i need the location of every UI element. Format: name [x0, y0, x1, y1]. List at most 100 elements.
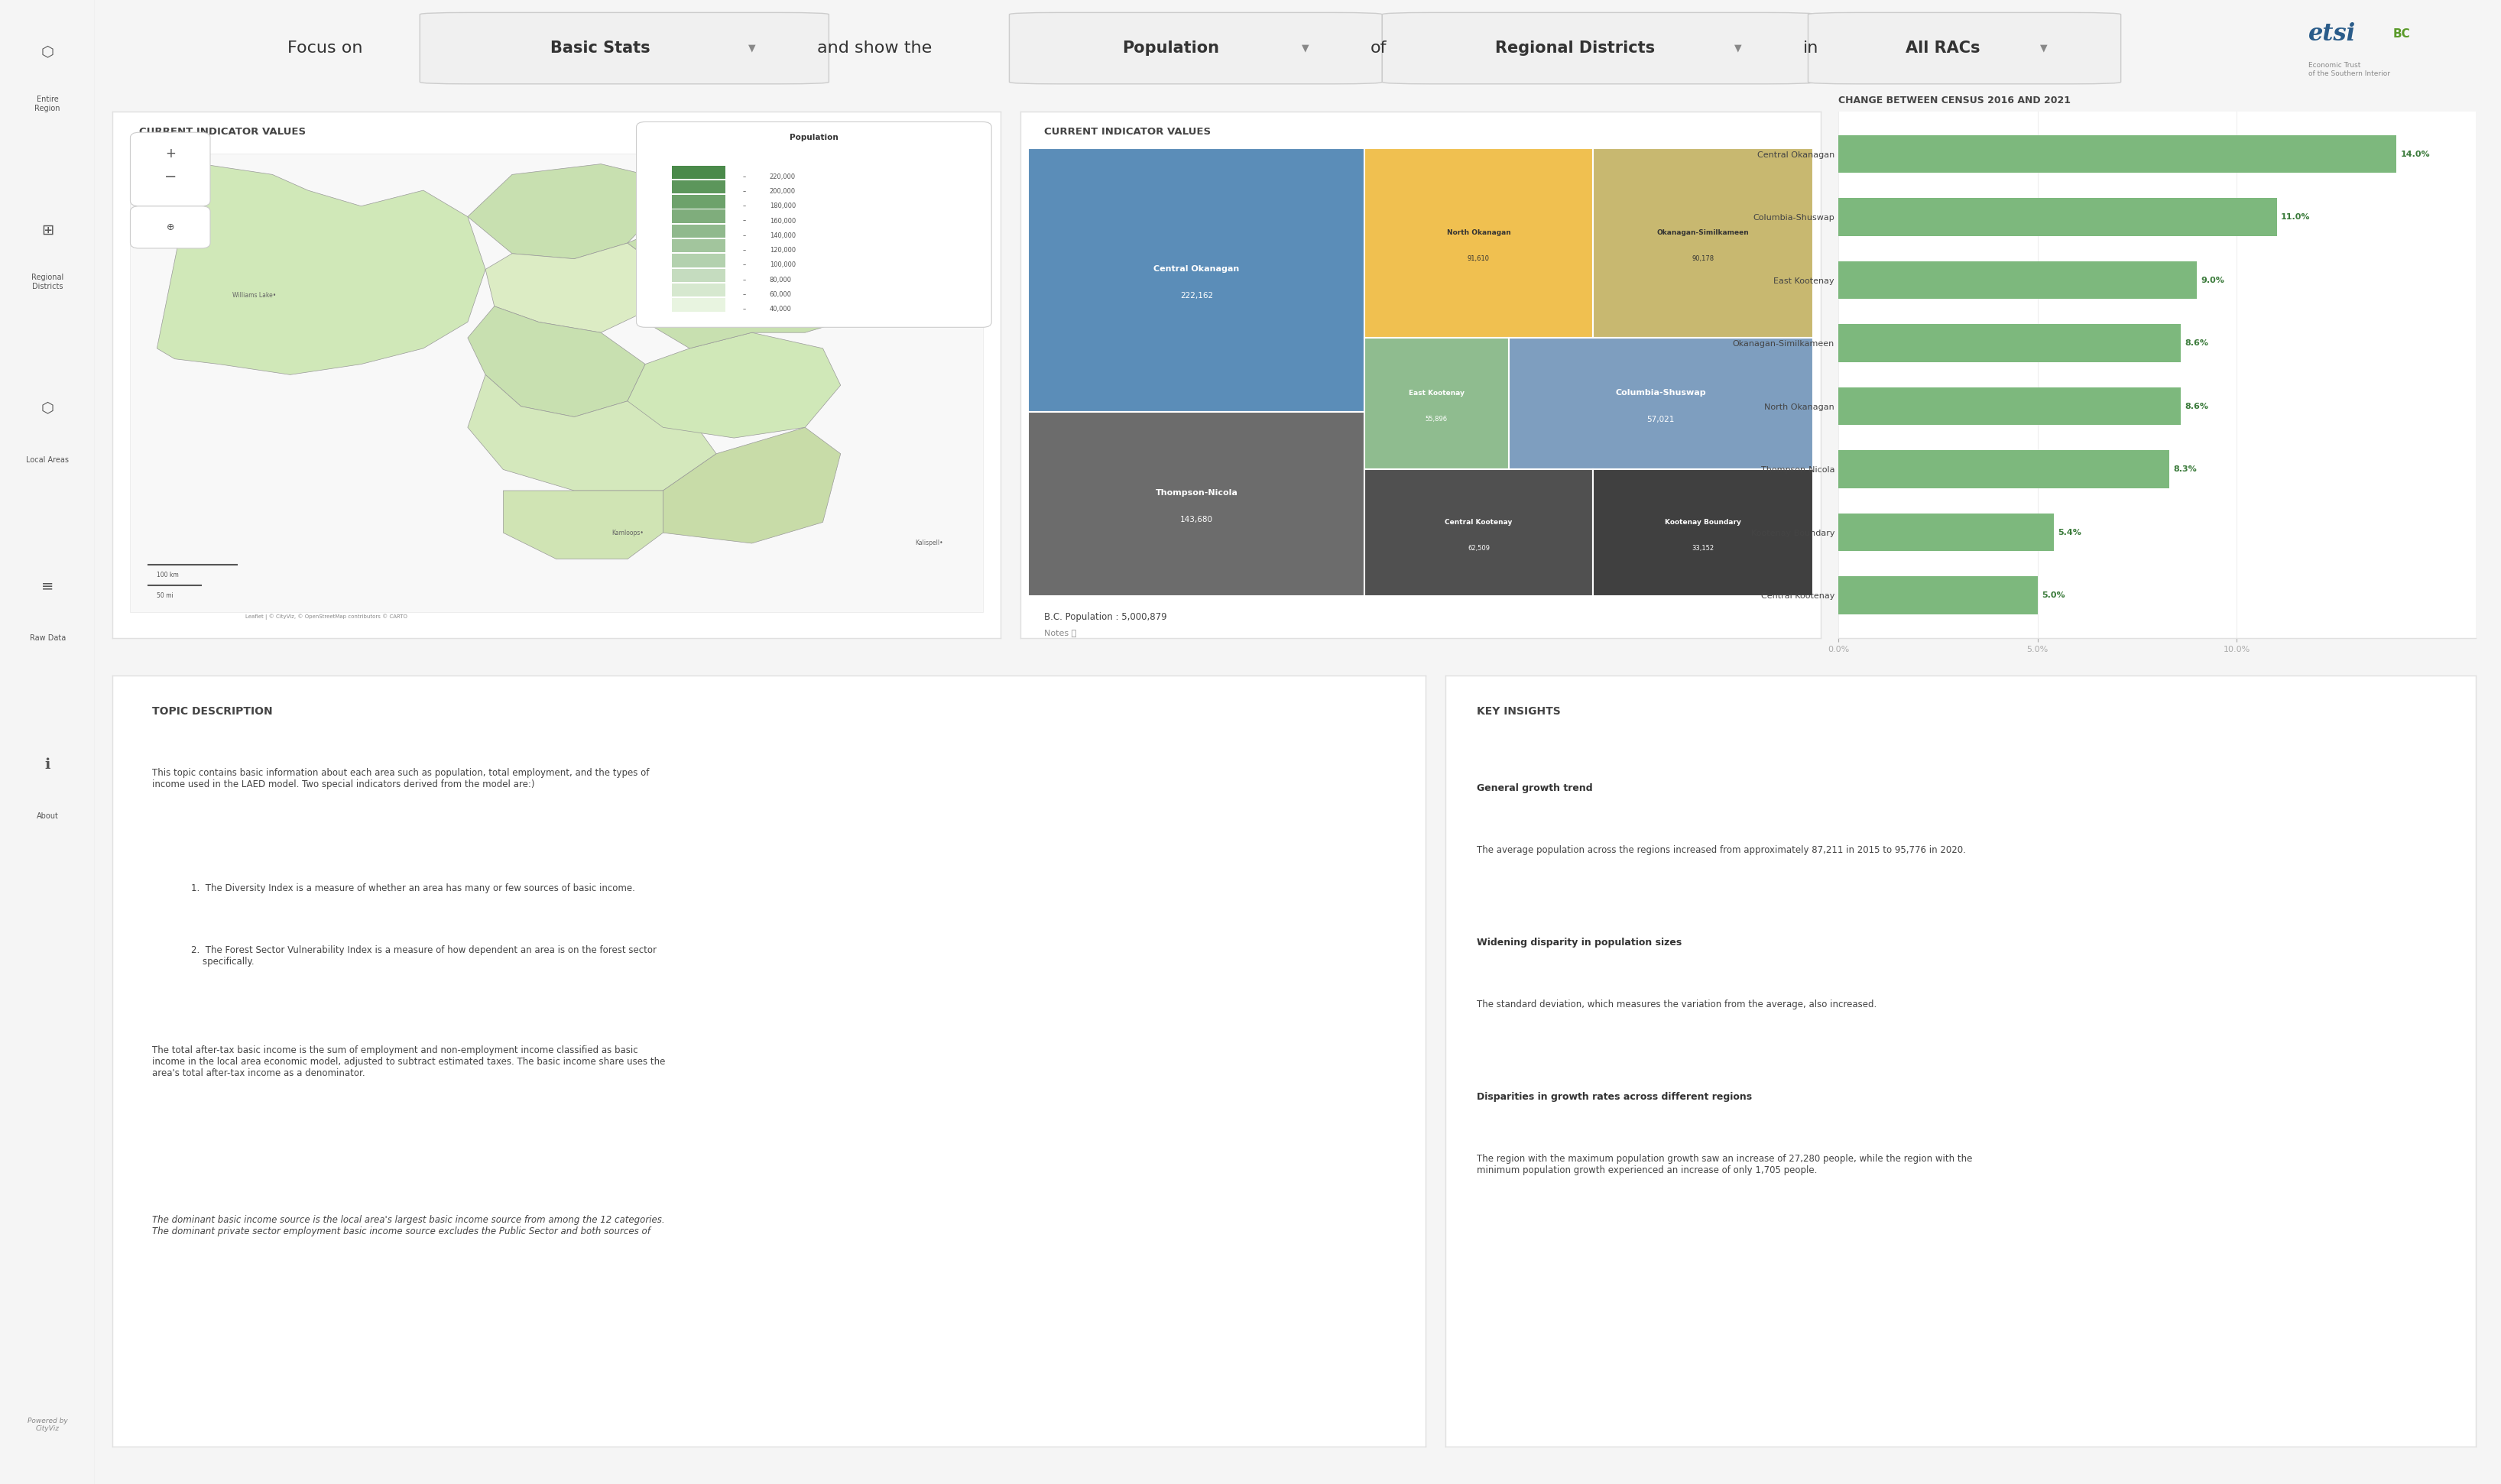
- Text: Economic Trust
of the Southern Interior: Economic Trust of the Southern Interior: [2308, 62, 2391, 77]
- Text: Central Okanagan: Central Okanagan: [1153, 266, 1240, 273]
- Polygon shape: [485, 243, 663, 332]
- Bar: [1593, 469, 1813, 597]
- Text: ⊞: ⊞: [40, 223, 55, 237]
- Text: The average population across the regions increased from approximately 87,211 in: The average population across the region…: [1476, 844, 1966, 855]
- Text: Regional
Districts: Regional Districts: [33, 273, 63, 291]
- Text: This topic contains basic information about each area such as population, total : This topic contains basic information ab…: [153, 767, 650, 789]
- Text: Leaflet | © CityViz, © OpenStreetMap contributors © CARTO: Leaflet | © CityViz, © OpenStreetMap con…: [245, 614, 408, 620]
- Text: ⬡: ⬡: [40, 45, 55, 59]
- Text: 8.6%: 8.6%: [2186, 402, 2208, 410]
- Text: in: in: [1803, 40, 1818, 56]
- Text: 160,000: 160,000: [770, 218, 795, 224]
- Text: 57,021: 57,021: [1646, 416, 1676, 423]
- FancyBboxPatch shape: [420, 12, 828, 85]
- Text: B.C. Population : 5,000,879: B.C. Population : 5,000,879: [1045, 611, 1168, 622]
- Text: Population: Population: [1123, 40, 1218, 56]
- Text: TOPIC DESCRIPTION: TOPIC DESCRIPTION: [153, 706, 273, 717]
- Polygon shape: [663, 427, 840, 543]
- Text: 1.  The Diversity Index is a measure of whether an area has many or few sources : 1. The Diversity Index is a measure of w…: [190, 883, 635, 893]
- Text: Kootenay Boundary: Kootenay Boundary: [1666, 519, 1741, 525]
- Text: 8.6%: 8.6%: [2186, 340, 2208, 347]
- Text: Population: Population: [790, 134, 838, 141]
- Text: 8.3%: 8.3%: [2173, 466, 2196, 473]
- Text: –: –: [743, 188, 745, 194]
- Bar: [1508, 338, 1813, 469]
- Text: 90,178: 90,178: [1691, 255, 1713, 263]
- Bar: [673, 283, 725, 297]
- Text: –: –: [743, 232, 745, 239]
- FancyBboxPatch shape: [130, 153, 983, 611]
- Bar: [673, 298, 725, 312]
- Bar: [1366, 469, 1593, 597]
- Text: The total after-tax basic income is the sum of employment and non-employment inc: The total after-tax basic income is the …: [153, 1046, 665, 1079]
- Bar: [673, 239, 725, 252]
- Polygon shape: [158, 163, 485, 375]
- FancyBboxPatch shape: [1808, 12, 2121, 85]
- Text: About: About: [38, 812, 58, 821]
- Bar: [673, 269, 725, 282]
- Bar: [1838, 513, 2053, 551]
- Text: 220,000: 220,000: [770, 174, 795, 180]
- Text: Columbia-Shuswap: Columbia-Shuswap: [1616, 389, 1706, 396]
- Text: 14.0%: 14.0%: [2401, 150, 2431, 157]
- Text: 5.0%: 5.0%: [2041, 592, 2066, 600]
- Text: Central Kootenay: Central Kootenay: [1446, 519, 1513, 525]
- Text: 62,509: 62,509: [1468, 545, 1491, 552]
- Text: 50 mi: 50 mi: [158, 592, 173, 600]
- Text: The region with the maximum population growth saw an increase of 27,280 people, : The region with the maximum population g…: [1476, 1153, 1973, 1175]
- Bar: [673, 254, 725, 267]
- Text: Entire
Region: Entire Region: [35, 95, 60, 113]
- Text: All RACs: All RACs: [1906, 40, 1981, 56]
- Bar: [1028, 148, 1366, 411]
- Text: Regional Districts: Regional Districts: [1496, 40, 1656, 56]
- Bar: [1838, 576, 2038, 614]
- Text: 80,000: 80,000: [770, 276, 793, 283]
- Text: –: –: [743, 246, 745, 254]
- Text: ⊕: ⊕: [165, 223, 175, 232]
- Polygon shape: [628, 206, 868, 349]
- Text: ⬡: ⬡: [40, 401, 55, 416]
- Text: Kamloops•: Kamloops•: [613, 530, 643, 536]
- Text: ℹ: ℹ: [45, 757, 50, 772]
- Text: ≡: ≡: [40, 579, 55, 594]
- Bar: [673, 209, 725, 223]
- Text: Widening disparity in population sizes: Widening disparity in population sizes: [1476, 938, 1681, 947]
- Text: 2.  The Forest Sector Vulnerability Index is a measure of how dependent an area : 2. The Forest Sector Vulnerability Index…: [190, 945, 658, 966]
- Bar: [673, 194, 725, 208]
- Text: 120,000: 120,000: [770, 246, 795, 254]
- Text: 100 km: 100 km: [158, 571, 180, 579]
- FancyBboxPatch shape: [1383, 12, 1816, 85]
- Text: ▼: ▼: [2041, 43, 2048, 53]
- Text: Local Areas: Local Areas: [25, 456, 70, 464]
- Text: ▼: ▼: [748, 43, 755, 53]
- Text: East Kootenay: East Kootenay: [1408, 390, 1466, 396]
- Text: The standard deviation, which measures the variation from the average, also incr: The standard deviation, which measures t…: [1476, 999, 1876, 1009]
- Text: −: −: [165, 169, 178, 184]
- Text: 140,000: 140,000: [770, 232, 795, 239]
- Text: Raw Data: Raw Data: [30, 634, 65, 643]
- Bar: [1838, 261, 2196, 300]
- Text: –: –: [743, 174, 745, 180]
- Text: 11.0%: 11.0%: [2281, 214, 2311, 221]
- Text: –: –: [743, 218, 745, 224]
- Text: –: –: [743, 291, 745, 298]
- Text: Thompson-Nicola: Thompson-Nicola: [1155, 490, 1238, 497]
- Text: Notes ⓘ: Notes ⓘ: [1045, 629, 1078, 637]
- Text: Focus on: Focus on: [288, 40, 363, 56]
- FancyBboxPatch shape: [1010, 12, 1383, 85]
- Bar: [1838, 325, 2181, 362]
- Text: CURRENT INDICATOR VALUES: CURRENT INDICATOR VALUES: [140, 128, 305, 137]
- Bar: [1028, 411, 1366, 597]
- Text: CHANGE BETWEEN CENSUS 2016 AND 2021: CHANGE BETWEEN CENSUS 2016 AND 2021: [1838, 95, 2071, 105]
- Polygon shape: [628, 332, 840, 438]
- Bar: [1366, 148, 1593, 338]
- FancyBboxPatch shape: [130, 206, 210, 248]
- Text: 143,680: 143,680: [1180, 516, 1213, 524]
- Text: Okanagan-Similkameen: Okanagan-Similkameen: [1656, 229, 1748, 236]
- Polygon shape: [503, 491, 663, 559]
- Text: ▼: ▼: [1736, 43, 1743, 53]
- Text: and show the: and show the: [818, 40, 933, 56]
- Polygon shape: [468, 306, 645, 417]
- Text: Disparities in growth rates across different regions: Disparities in growth rates across diffe…: [1476, 1092, 1751, 1101]
- FancyBboxPatch shape: [130, 132, 210, 206]
